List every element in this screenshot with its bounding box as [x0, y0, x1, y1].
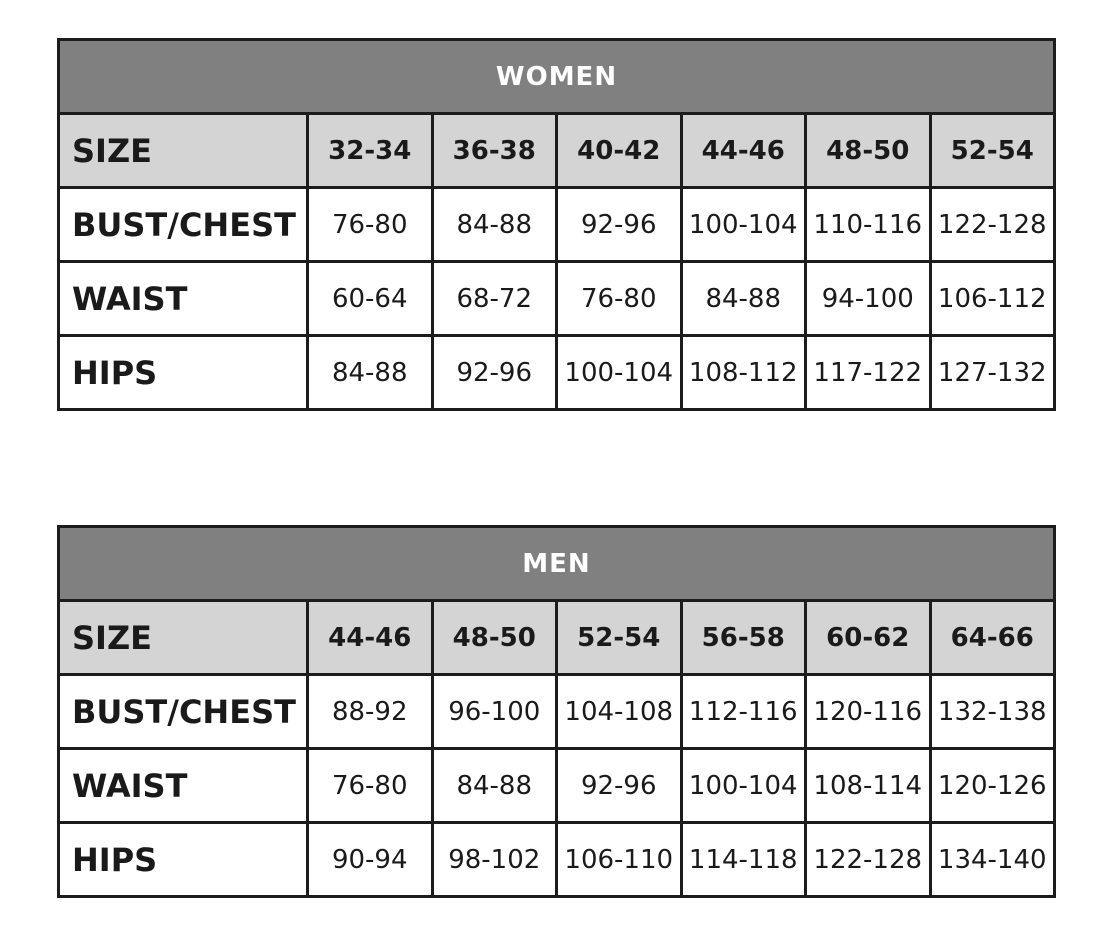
measurement-cell: 98-102: [430, 821, 558, 898]
women-size-table: WOMEN SIZE 32-34 36-38 40-42 44-46 48-50 52-54 B…: [57, 38, 1056, 411]
row-label: BUST/CHEST: [57, 673, 309, 750]
measurement-cell: 100-104: [679, 186, 807, 263]
size-cell: 48-50: [430, 599, 558, 676]
table-title: MEN: [57, 525, 1056, 602]
measurement-cell: 112-116: [679, 673, 807, 750]
measurement-cell: 68-72: [430, 260, 558, 337]
measurement-cell: 132-138: [928, 673, 1056, 750]
measurement-cell: 92-96: [555, 747, 683, 824]
table-row: BUST/CHEST 88-92 96-100 104-108 112-116 120-1…: [57, 673, 1056, 750]
row-label: SIZE: [57, 599, 309, 676]
row-label: BUST/CHEST: [57, 186, 309, 263]
size-row: SIZE 44-46 48-50 52-54 56-58 60-62 64-66: [57, 599, 1056, 676]
measurement-cell: 84-88: [679, 260, 807, 337]
measurement-cell: 120-116: [804, 673, 932, 750]
measurement-cell: 90-94: [306, 821, 434, 898]
measurement-cell: 122-128: [804, 821, 932, 898]
measurement-cell: 76-80: [555, 260, 683, 337]
measurement-cell: 104-108: [555, 673, 683, 750]
men-size-table: MEN SIZE 44-46 48-50 52-54 56-58 60-62 64-66 BUS…: [57, 525, 1056, 898]
size-cell: 64-66: [928, 599, 1056, 676]
row-label: WAIST: [57, 260, 309, 337]
table-row: WAIST 76-80 84-88 92-96 100-104 108-114 120-12…: [57, 747, 1056, 824]
measurement-cell: 88-92: [306, 673, 434, 750]
row-label: WAIST: [57, 747, 309, 824]
measurement-cell: 92-96: [430, 334, 558, 411]
measurement-cell: 110-116: [804, 186, 932, 263]
row-label: HIPS: [57, 821, 309, 898]
size-row: SIZE 32-34 36-38 40-42 44-46 48-50 52-54: [57, 112, 1056, 189]
size-cell: 52-54: [555, 599, 683, 676]
size-cell: 40-42: [555, 112, 683, 189]
size-cell: 44-46: [306, 599, 434, 676]
table-row: HIPS 90-94 98-102 106-110 114-118 122-128 134-…: [57, 821, 1056, 898]
measurement-cell: 120-126: [928, 747, 1056, 824]
measurement-cell: 134-140: [928, 821, 1056, 898]
measurement-cell: 76-80: [306, 186, 434, 263]
measurement-cell: 92-96: [555, 186, 683, 263]
measurement-cell: 106-110: [555, 821, 683, 898]
measurement-cell: 122-128: [928, 186, 1056, 263]
measurement-cell: 84-88: [430, 186, 558, 263]
measurement-cell: 127-132: [928, 334, 1056, 411]
size-cell: 36-38: [430, 112, 558, 189]
measurement-cell: 106-112: [928, 260, 1056, 337]
size-cell: 48-50: [804, 112, 932, 189]
measurement-cell: 100-104: [555, 334, 683, 411]
measurement-cell: 76-80: [306, 747, 434, 824]
measurement-cell: 96-100: [430, 673, 558, 750]
measurement-cell: 117-122: [804, 334, 932, 411]
table-row: HIPS 84-88 92-96 100-104 108-112 117-122 127-1…: [57, 334, 1056, 411]
measurement-cell: 94-100: [804, 260, 932, 337]
measurement-cell: 84-88: [306, 334, 434, 411]
row-label: HIPS: [57, 334, 309, 411]
size-cell: 44-46: [679, 112, 807, 189]
table-title: WOMEN: [57, 38, 1056, 115]
table-row: BUST/CHEST 76-80 84-88 92-96 100-104 110-116 1…: [57, 186, 1056, 263]
size-cell: 56-58: [679, 599, 807, 676]
measurement-cell: 84-88: [430, 747, 558, 824]
measurement-cell: 114-118: [679, 821, 807, 898]
size-cell: 60-62: [804, 599, 932, 676]
size-cell: 32-34: [306, 112, 434, 189]
measurement-cell: 108-112: [679, 334, 807, 411]
measurement-cell: 108-114: [804, 747, 932, 824]
measurement-cell: 60-64: [306, 260, 434, 337]
table-row: WAIST 60-64 68-72 76-80 84-88 94-100 106-112: [57, 260, 1056, 337]
measurement-cell: 100-104: [679, 747, 807, 824]
row-label: SIZE: [57, 112, 309, 189]
size-cell: 52-54: [928, 112, 1056, 189]
